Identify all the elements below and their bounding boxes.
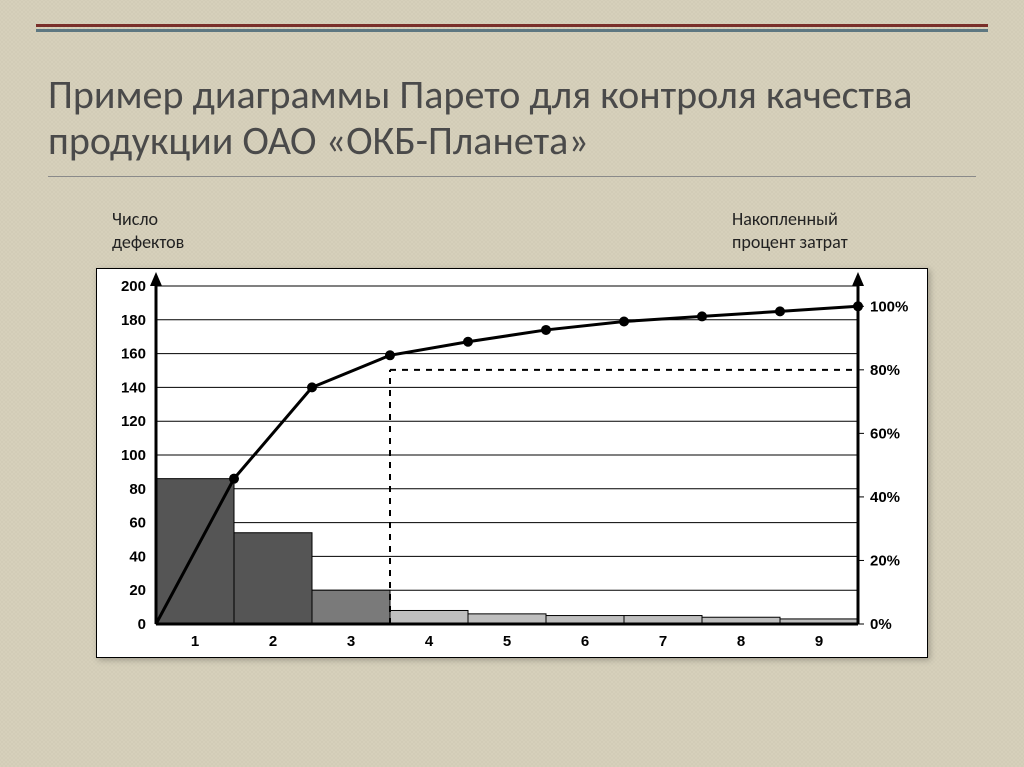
svg-text:40%: 40% <box>870 489 900 506</box>
svg-text:120: 120 <box>121 413 146 430</box>
svg-text:100%: 100% <box>870 298 908 315</box>
svg-text:2: 2 <box>269 633 277 650</box>
svg-text:160: 160 <box>121 346 146 363</box>
pareto-chart: 0 20 40 60 80 100 120 140 160 180 200 0% 20% 40% 60% 80… <box>96 268 928 658</box>
slide-title-underline <box>48 176 976 177</box>
svg-text:200: 200 <box>121 278 146 295</box>
svg-text:140: 140 <box>121 379 146 396</box>
pareto-chart-svg: 0 20 40 60 80 100 120 140 160 180 200 0% 20% 40% 60% 80… <box>96 268 928 658</box>
svg-text:180: 180 <box>121 312 146 329</box>
left-axis-label: Числодефектов <box>112 208 184 253</box>
svg-text:1: 1 <box>191 633 199 650</box>
svg-text:0%: 0% <box>870 616 892 633</box>
slide-title: Пример диаграммы Парето для контроля кач… <box>48 72 976 164</box>
svg-text:100: 100 <box>121 447 146 464</box>
right-axis-label: Накопленныйпроцент затрат <box>732 208 848 253</box>
svg-text:8: 8 <box>737 633 745 650</box>
svg-text:80%: 80% <box>870 362 900 379</box>
svg-text:0: 0 <box>138 616 146 633</box>
svg-text:3: 3 <box>347 633 355 650</box>
svg-text:20%: 20% <box>870 552 900 569</box>
svg-text:9: 9 <box>815 633 823 650</box>
svg-text:60: 60 <box>129 515 146 532</box>
svg-text:20: 20 <box>129 582 146 599</box>
svg-text:80: 80 <box>129 481 146 498</box>
svg-text:6: 6 <box>581 633 589 650</box>
svg-text:40: 40 <box>129 548 146 565</box>
svg-text:4: 4 <box>425 633 434 650</box>
svg-text:60%: 60% <box>870 425 900 442</box>
svg-text:5: 5 <box>503 633 511 650</box>
svg-text:7: 7 <box>659 633 667 650</box>
slide-accent-bars <box>36 24 988 32</box>
